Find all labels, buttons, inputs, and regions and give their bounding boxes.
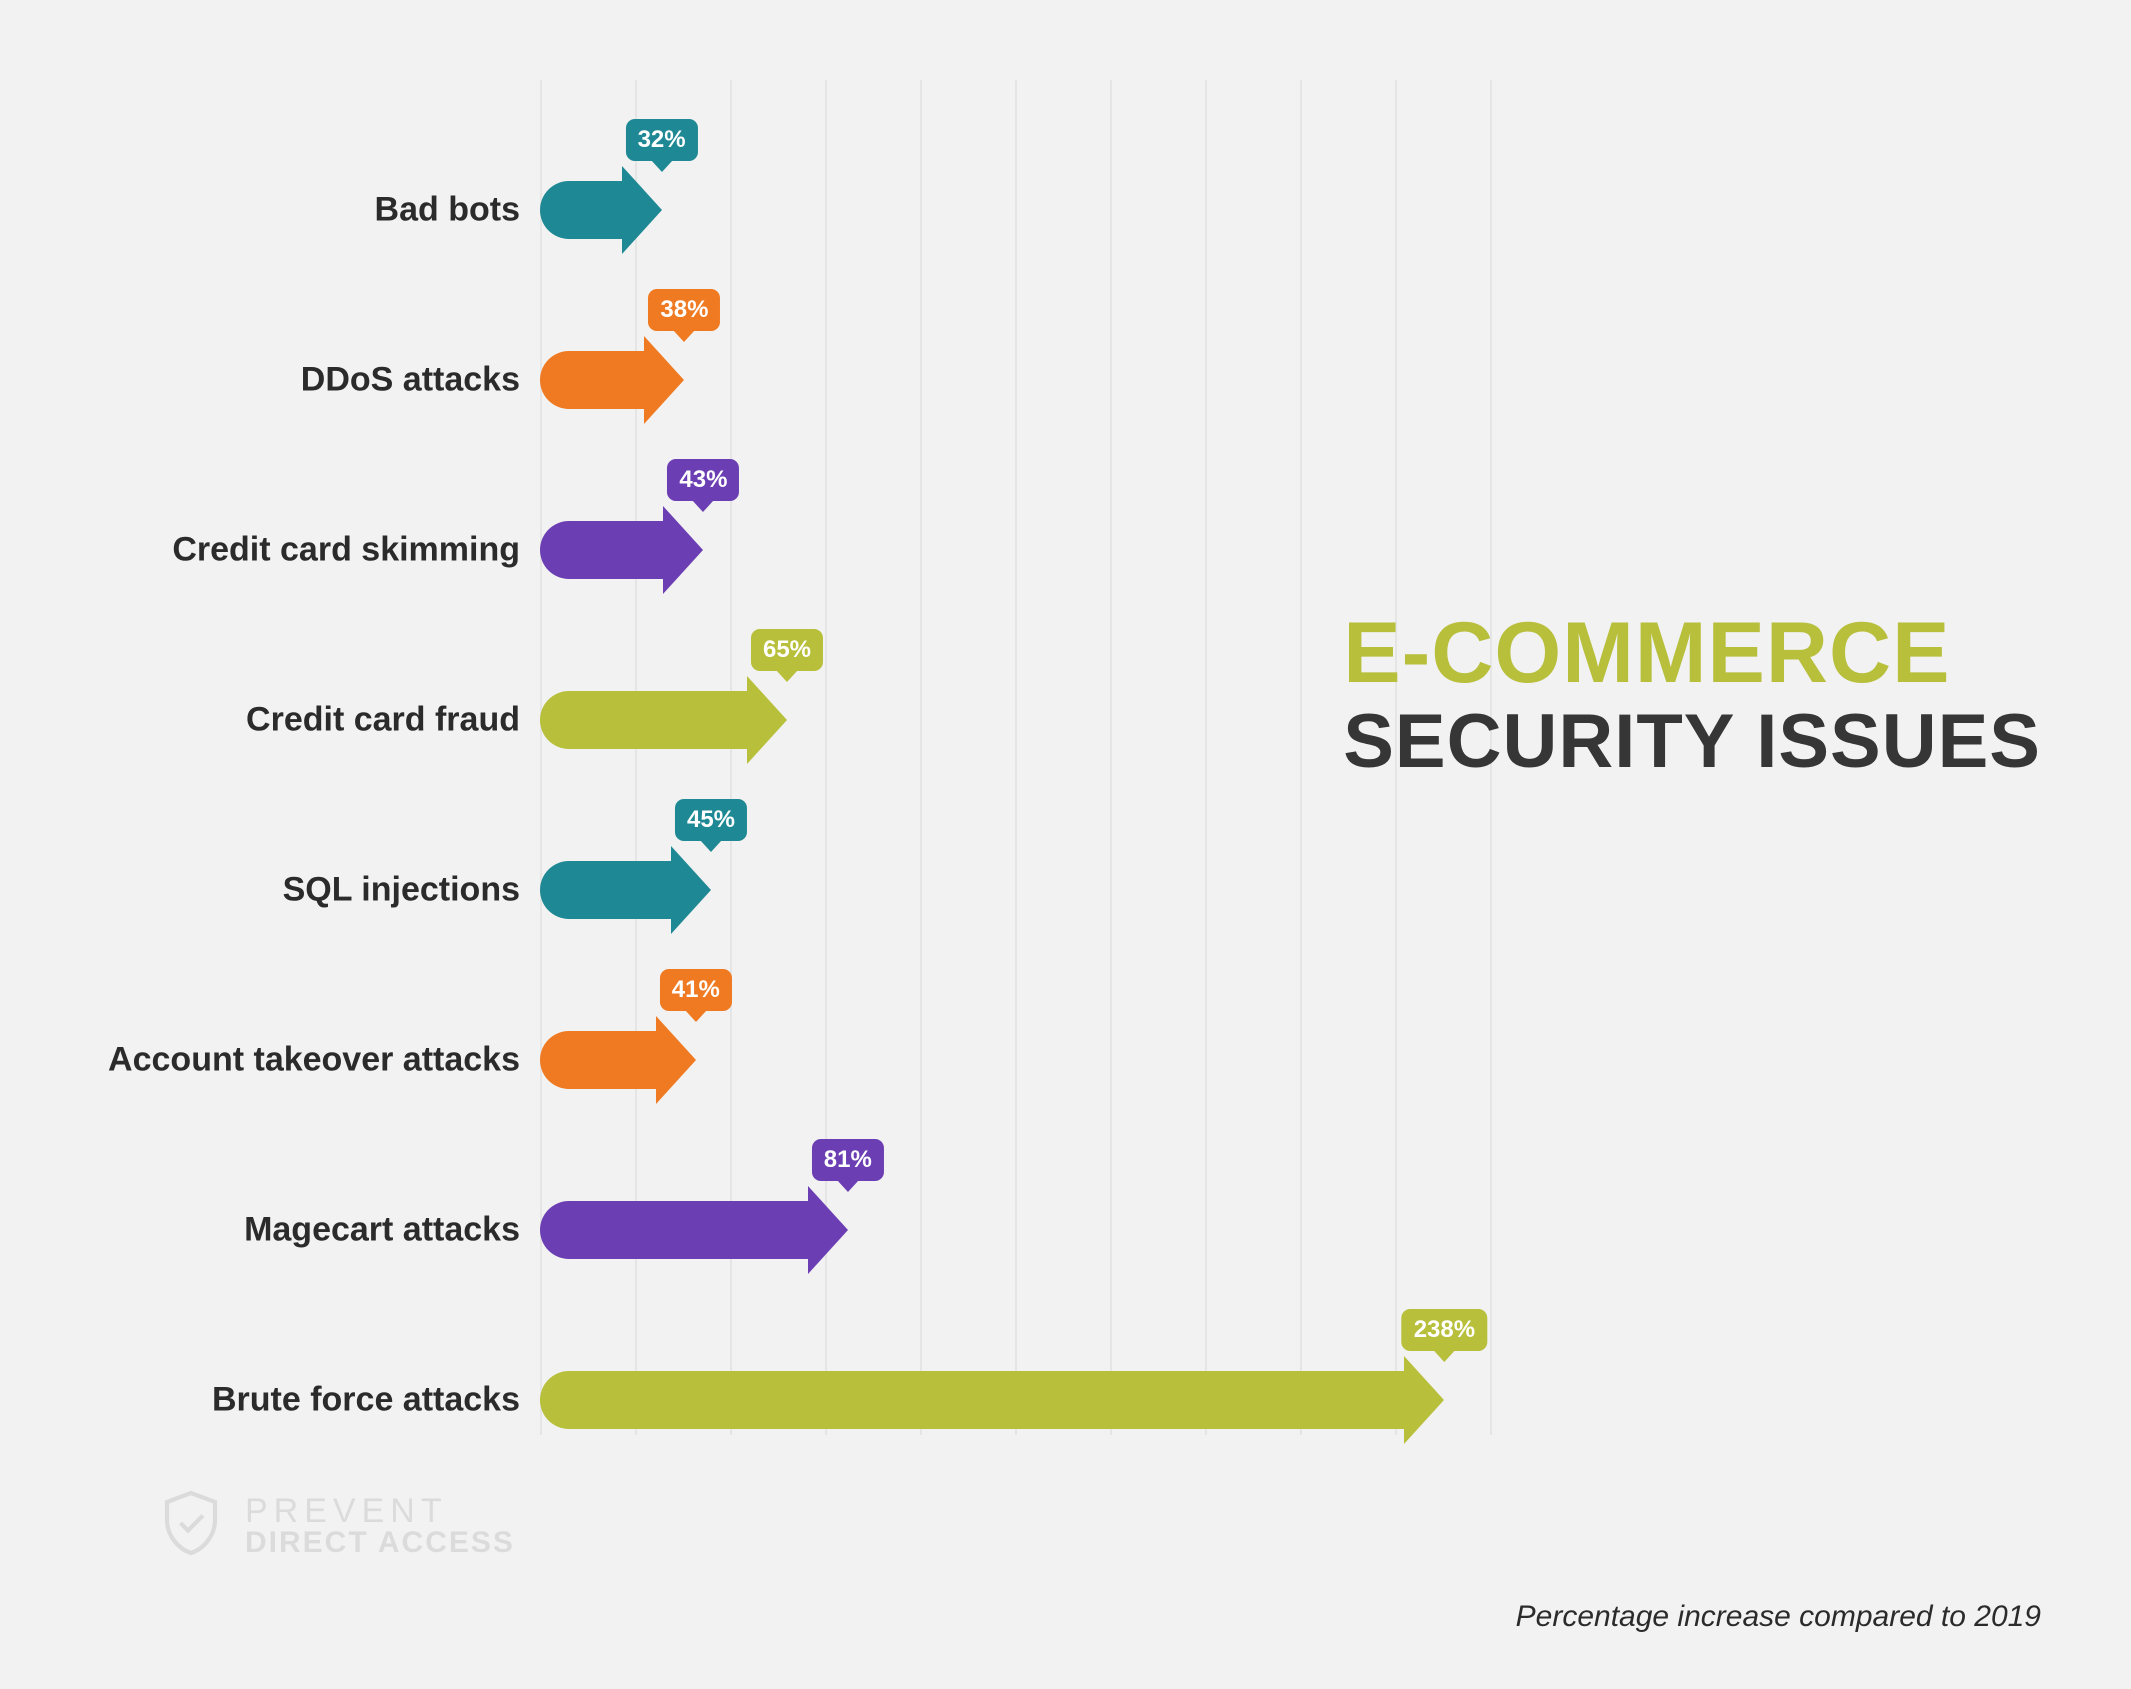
arrow-head-icon [622, 166, 662, 254]
badge-tail-icon [673, 330, 695, 342]
arrow-head-icon [1404, 1356, 1444, 1444]
chart-row: Account takeover attacks 41% [0, 1020, 1490, 1100]
chart-row: Magecart attacks 81% [0, 1190, 1490, 1270]
badge-tail-icon [776, 670, 798, 682]
arrow-body [540, 1371, 1408, 1429]
value-badge: 32% [626, 119, 698, 161]
value-badge: 45% [675, 799, 747, 841]
chart-row: Credit card skimming 43% [0, 510, 1490, 590]
chart-title: E-COMMERCE SECURITY ISSUES [1343, 610, 2041, 782]
value-badge: 41% [660, 969, 732, 1011]
arrow-bar: 38% [540, 351, 684, 409]
badge-tail-icon [700, 840, 722, 852]
arrow-bar: 41% [540, 1031, 696, 1089]
value-badge: 81% [812, 1139, 884, 1181]
title-line-1: E-COMMERCE [1343, 610, 2041, 696]
badge-tail-icon [685, 1010, 707, 1022]
watermark-text: PREVENT DIRECT ACCESS [245, 1494, 515, 1558]
row-label: Credit card skimming [172, 531, 520, 570]
row-label: Credit card fraud [246, 701, 520, 740]
watermark-line-1: PREVENT [245, 1494, 515, 1528]
value-badge: 43% [667, 459, 739, 501]
row-label: DDoS attacks [301, 361, 520, 400]
chart-row: SQL injections 45% [0, 850, 1490, 930]
chart-row: Brute force attacks 238% [0, 1360, 1490, 1440]
row-label: Bad bots [375, 191, 520, 230]
arrow-body [540, 1031, 660, 1089]
arrow-head-icon [747, 676, 787, 764]
badge-tail-icon [651, 160, 673, 172]
row-label: Brute force attacks [212, 1381, 520, 1420]
chart-caption: Percentage increase compared to 2019 [1516, 1600, 2041, 1634]
title-line-2: SECURITY ISSUES [1343, 702, 2041, 782]
arrow-bar: 81% [540, 1201, 848, 1259]
arrow-head-icon [671, 846, 711, 934]
row-label: Magecart attacks [244, 1211, 520, 1250]
badge-tail-icon [692, 500, 714, 512]
arrow-body [540, 1201, 812, 1259]
arrow-head-icon [644, 336, 684, 424]
arrow-head-icon [808, 1186, 848, 1274]
arrow-bar: 32% [540, 181, 662, 239]
arrow-body [540, 691, 751, 749]
arrow-bar: 43% [540, 521, 703, 579]
row-label: Account takeover attacks [108, 1041, 520, 1080]
value-badge: 238% [1402, 1309, 1487, 1351]
arrow-head-icon [656, 1016, 696, 1104]
arrow-bar: 45% [540, 861, 711, 919]
badge-tail-icon [837, 1180, 859, 1192]
arrow-bar: 238% [540, 1371, 1444, 1429]
badge-tail-icon [1433, 1350, 1455, 1362]
chart-row: Bad bots 32% [0, 170, 1490, 250]
value-badge: 38% [648, 289, 720, 331]
arrow-body [540, 521, 667, 579]
arrow-bar: 65% [540, 691, 787, 749]
row-label: SQL injections [283, 871, 520, 910]
arrow-body [540, 861, 675, 919]
shield-icon [155, 1487, 227, 1564]
arrow-head-icon [663, 506, 703, 594]
value-badge: 65% [751, 629, 823, 671]
watermark-line-2: DIRECT ACCESS [245, 1528, 515, 1558]
chart-row: DDoS attacks 38% [0, 340, 1490, 420]
watermark-logo: PREVENT DIRECT ACCESS [155, 1487, 515, 1564]
arrow-body [540, 351, 648, 409]
arrow-body [540, 181, 626, 239]
chart-row: Credit card fraud 65% [0, 680, 1490, 760]
